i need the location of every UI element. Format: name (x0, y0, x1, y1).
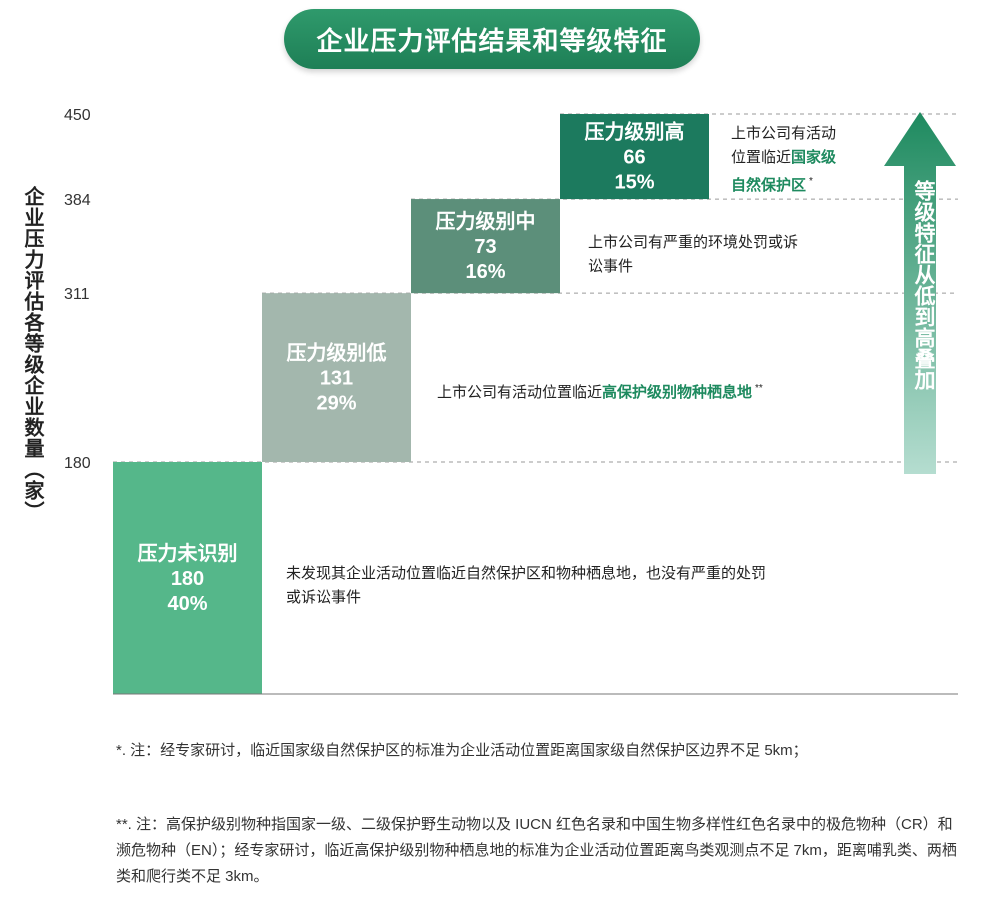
bar-value-label: 66 (623, 147, 645, 169)
desc-low-footnote-mark: ** (755, 383, 763, 394)
footnote-1: *. 注：经专家研讨，临近国家级自然保护区的标准为企业活动位置距离国家级自然保护… (116, 742, 808, 759)
chart-title: 企业压力评估结果和等级特征 (284, 9, 700, 69)
bar-level-4 (560, 114, 709, 200)
bar-level-3 (411, 199, 560, 294)
desc-high-line2-highlight: 国家级 (791, 149, 837, 166)
bar-percent-label: 40% (167, 593, 207, 615)
desc-high-line1: 上市公司有活动 (731, 125, 837, 142)
y-axis-label: 企业压力评估各等级企业数量（家） (21, 186, 43, 522)
y-tick-label: 180 (64, 455, 91, 472)
desc-low: 上市公司有活动位置临近高保护级别物种栖息地 ** (437, 377, 763, 405)
bar-value-label: 131 (320, 368, 353, 390)
desc-mid-line1: 上市公司有严重的环境处罚或诉 (588, 234, 799, 251)
desc-mid-line2: 讼事件 (588, 258, 634, 275)
desc-high-line2-text: 位置临近 (731, 149, 792, 166)
bar-value-label: 180 (171, 568, 204, 590)
desc-high-line3: 自然保护区 * (731, 170, 836, 198)
bar-level-1 (113, 462, 262, 694)
y-tick-label: 311 (64, 286, 90, 303)
desc-high-line2: 位置临近国家级 (731, 146, 836, 170)
desc-low-highlight: 高保护级别物种栖息地 (602, 384, 753, 401)
y-tick-label: 384 (64, 192, 91, 209)
desc-unidentified-line2: 或诉讼事件 (286, 589, 362, 606)
bar-name-label: 压力级别高 (585, 120, 685, 144)
bar-level-2 (262, 293, 411, 462)
bar-percent-label: 29% (316, 393, 356, 415)
arrow-label: 等级特征从低到高叠加 (912, 180, 935, 390)
desc-high-line3-highlight: 自然保护区 (731, 177, 807, 194)
bar-percent-label: 16% (465, 261, 505, 283)
bar-name-label: 压力级别中 (436, 209, 536, 233)
bar-name-label: 压力未识别 (138, 542, 238, 565)
bar-name-label: 压力级别低 (287, 341, 387, 365)
bar-percent-label: 15% (614, 172, 654, 194)
arrow-up-icon (884, 112, 956, 474)
bar-value-label: 73 (474, 236, 496, 258)
desc-high: 上市公司有活动 位置临近国家级 自然保护区 * (731, 122, 836, 198)
desc-unidentified: 未发现其企业活动位置临近自然保护区和物种栖息地，也没有严重的处罚 或诉讼事件 (286, 562, 766, 610)
footnote-2: **. 注：高保护级别物种指国家一级、二级保护野生动物以及 IUCN 红色名录和… (116, 816, 957, 885)
y-tick-label: 450 (64, 107, 91, 124)
desc-high-footnote-mark: * (809, 176, 813, 187)
desc-unidentified-line1: 未发现其企业活动位置临近自然保护区和物种栖息地，也没有严重的处罚 (286, 565, 767, 582)
desc-low-text: 上市公司有活动位置临近 (437, 384, 603, 401)
desc-mid: 上市公司有严重的环境处罚或诉 讼事件 (588, 231, 798, 279)
